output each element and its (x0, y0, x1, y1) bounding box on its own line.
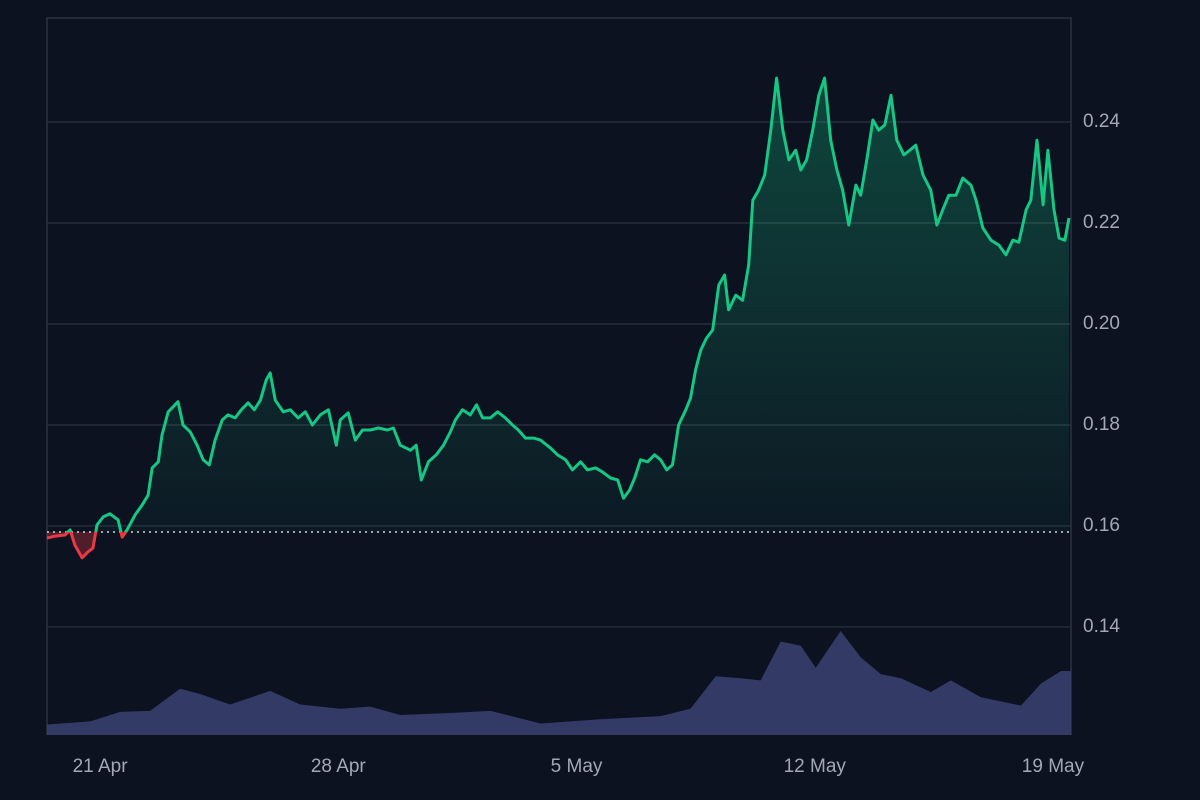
x-tick-label: 21 Apr (73, 756, 129, 777)
y-tick-label: 0.22 (1083, 212, 1120, 233)
y-tick-label: 0.20 (1083, 313, 1120, 334)
x-tick-label: 5 May (551, 756, 603, 777)
x-tick-label: 12 May (784, 756, 847, 777)
plot-border (46, 17, 1072, 735)
x-tick-label: 19 May (1022, 756, 1085, 777)
volume-area (47, 631, 1071, 735)
price-area (47, 78, 1069, 558)
x-tick-label: 28 Apr (311, 756, 367, 777)
y-tick-label: 0.14 (1083, 616, 1120, 637)
y-tick-label: 0.16 (1083, 515, 1120, 536)
y-tick-label: 0.24 (1083, 111, 1120, 132)
y-tick-label: 0.18 (1083, 414, 1120, 435)
price-line (46, 76, 1071, 560)
